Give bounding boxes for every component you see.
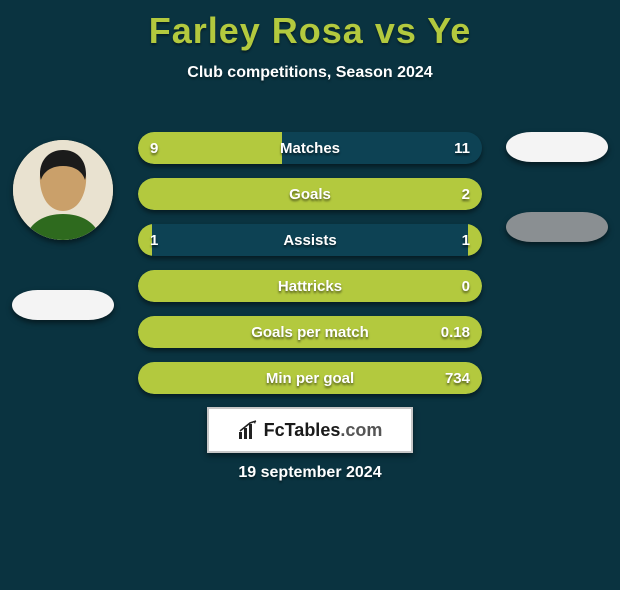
fctables-logo-icon xyxy=(238,420,258,440)
source-badge: FcTables.com xyxy=(207,407,413,453)
bar-value-right: 11 xyxy=(454,132,470,164)
page-title: Farley Rosa vs Ye xyxy=(0,10,620,52)
bar-value-right: 2 xyxy=(462,178,470,210)
bar-row: 0Hattricks xyxy=(138,270,482,302)
bar-fill-left xyxy=(138,270,482,302)
bar-value-left: 9 xyxy=(150,132,158,164)
bar-fill-left xyxy=(138,178,482,210)
bar-value-right: 0 xyxy=(462,270,470,302)
player-left-avatar xyxy=(13,140,113,240)
player-left-flag xyxy=(12,290,114,320)
bar-fill-right xyxy=(468,224,482,256)
bar-row: 734Min per goal xyxy=(138,362,482,394)
bar-fill-left xyxy=(138,316,482,348)
player-left-column xyxy=(8,140,118,320)
bar-label: Assists xyxy=(138,224,482,256)
bar-value-right: 1 xyxy=(462,224,470,256)
bar-value-left: 1 xyxy=(150,224,158,256)
player-right-avatar-placeholder xyxy=(506,132,608,162)
page-subtitle: Club competitions, Season 2024 xyxy=(0,64,620,82)
bar-row: 911Matches xyxy=(138,132,482,164)
bar-fill-left xyxy=(138,132,282,164)
bar-row: 1 1Assists xyxy=(138,224,482,256)
player-right-flag xyxy=(506,212,608,242)
comparison-bars: 911Matches2Goals11Assists0Hattricks0.18G… xyxy=(138,132,482,394)
bar-row: 2Goals xyxy=(138,178,482,210)
badge-text: FcTables.com xyxy=(264,420,383,441)
bar-row: 0.18Goals per match xyxy=(138,316,482,348)
player-right-column xyxy=(502,132,612,242)
date-label: 19 september 2024 xyxy=(0,464,620,482)
bar-value-right: 734 xyxy=(445,362,470,394)
bar-value-right: 0.18 xyxy=(441,316,470,348)
badge-tld: .com xyxy=(340,420,382,440)
avatar-placeholder-icon xyxy=(13,140,113,240)
bar-fill-left xyxy=(138,362,482,394)
badge-brand: FcTables xyxy=(264,420,341,440)
